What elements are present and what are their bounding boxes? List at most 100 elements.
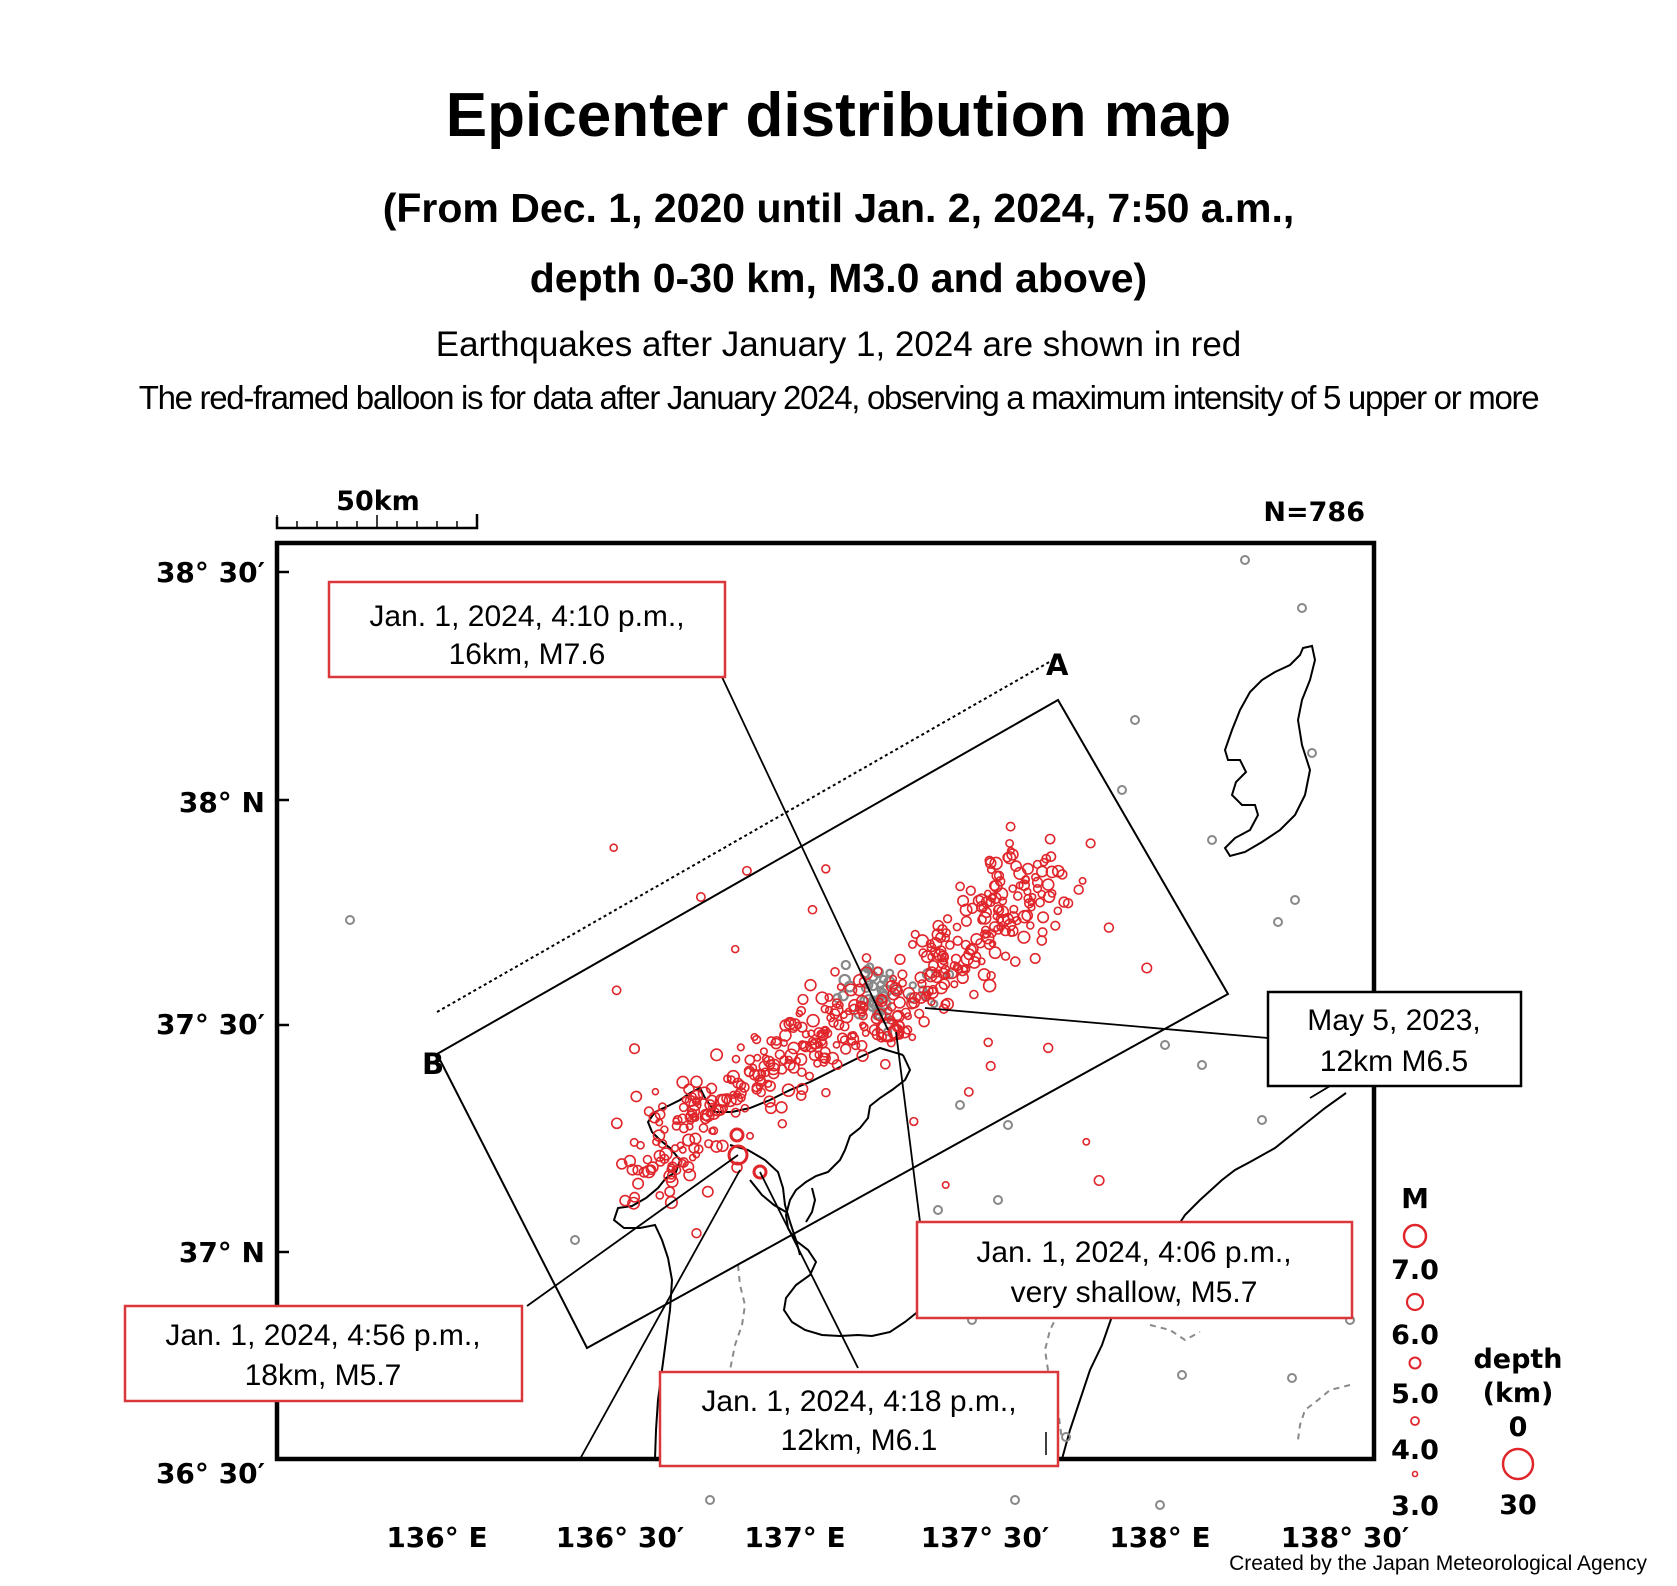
recent-epicenter [848, 1003, 861, 1015]
recent-epicenter [691, 1227, 702, 1239]
older-epicenter [885, 968, 895, 978]
lon-label: 138° E [1109, 1521, 1210, 1554]
recent-epicenter [806, 1013, 820, 1028]
recent-epicenter [735, 1080, 747, 1091]
recent-epicenter [876, 1031, 887, 1043]
recent-epicenter [1021, 862, 1034, 875]
recent-epicenter [918, 948, 928, 958]
older-epicenter [955, 1100, 965, 1110]
older-epicenter [1003, 1120, 1013, 1130]
recent-epicenter [750, 1032, 759, 1042]
recent-epicenter [807, 904, 818, 915]
recent-epicenter [777, 1118, 788, 1129]
recent-epicenter [852, 983, 866, 997]
callout-line: Jan. 1, 2024, 4:56 p.m., [165, 1319, 480, 1352]
recent-epicenter [781, 1083, 796, 1097]
recent-epicenter [1045, 851, 1057, 862]
recent-epicenter [1093, 1174, 1105, 1187]
recent-epicenter [736, 1043, 745, 1052]
section-label-a: A [1046, 648, 1069, 682]
recent-epicenter [984, 855, 995, 866]
lon-label: 136° 30′ [556, 1521, 685, 1554]
recent-epicenter [1026, 921, 1035, 930]
recent-epicenter [763, 1095, 776, 1108]
recent-epicenter [610, 1117, 623, 1130]
recent-epicenter [952, 962, 962, 972]
recent-epicenter [840, 1043, 852, 1055]
callout-line: May 5, 2023, [1307, 1004, 1480, 1037]
recent-epicenter [941, 928, 951, 938]
recent-epicenter [1037, 911, 1050, 924]
recent-epicenter [648, 1111, 661, 1124]
recent-epicenter [643, 1106, 655, 1117]
recent-epicenter [1009, 956, 1021, 967]
recent-epicenter [835, 1001, 844, 1010]
source-credit: Created by the Japan Meteorological Agen… [1229, 1552, 1647, 1575]
older-epicenter [1117, 785, 1127, 795]
lon-label: 138° 30′ [1281, 1521, 1410, 1554]
recent-epicenter [840, 1010, 854, 1024]
recent-epicenter [1012, 915, 1022, 926]
latitude-labels: 38° 30′ 38° N 37° 30′ 37° N 36° 30′ [156, 556, 265, 1490]
recent-epicenter [678, 1102, 689, 1113]
callout-line: 18km, M5.7 [245, 1359, 402, 1392]
recent-epicenter [795, 1090, 807, 1101]
recent-epicenter [1006, 848, 1019, 861]
recent-epicenter [922, 985, 934, 997]
recent-epicenter [788, 1023, 798, 1034]
legend-depth-title: depth [1473, 1344, 1562, 1375]
recent-epicenter [664, 1186, 676, 1198]
recent-epicenter [788, 1018, 802, 1032]
recent-epicenter [716, 1139, 729, 1153]
legend-magnitude-label: 6.0 [1391, 1320, 1439, 1351]
recent-epicenter [692, 1096, 701, 1105]
callout-m65-2023: May 5, 2023, 12km M6.5 [1266, 990, 1523, 1088]
recent-epicenter [931, 928, 945, 941]
older-epicenter [1290, 895, 1300, 905]
recent-epicenter [664, 1195, 678, 1210]
recent-epicenter [1031, 872, 1040, 882]
recent-epicenter [983, 889, 992, 898]
recent-epicenter [942, 914, 953, 924]
recent-epicenter [632, 1177, 645, 1190]
older-epicenter [868, 981, 879, 992]
recent-epicenter [1032, 859, 1043, 870]
recent-epicenter [1047, 889, 1057, 898]
recent-epicenter [1058, 896, 1070, 908]
lon-label: 136° E [386, 1521, 487, 1554]
older-epicenter [1307, 748, 1317, 758]
legend-depth-label: 0 [1509, 1412, 1528, 1443]
recent-epicenter [821, 864, 831, 874]
recent-epicenter [965, 944, 977, 956]
recent-epicenter [1082, 1137, 1091, 1146]
lat-label: 36° 30′ [156, 1457, 265, 1490]
recent-epicenter [740, 1103, 750, 1113]
recent-epicenter [821, 1087, 831, 1098]
older-epicenter [1155, 1500, 1165, 1510]
recent-epicenter [698, 1123, 709, 1133]
recent-epicenter [914, 1008, 925, 1019]
recent-epicenter [858, 1011, 868, 1021]
recent-epicenter [988, 921, 1001, 933]
recent-epicenter [651, 1087, 660, 1096]
longitude-labels: 136° E 136° 30′ 137° E 137° 30′ 138° E 1… [386, 1521, 1409, 1554]
recent-epicenter [832, 1041, 841, 1049]
recent-epicenters [609, 821, 1153, 1239]
older-epicenter [1273, 917, 1283, 927]
recent-epicenter [609, 843, 618, 852]
recent-epicenter [809, 1037, 822, 1050]
callout-line: Jan. 1, 2024, 4:10 p.m., [369, 600, 684, 633]
recent-epicenter [861, 1029, 870, 1037]
recent-epicenter [1017, 930, 1031, 944]
recent-epicenter [708, 1127, 717, 1135]
recent-epicenter [932, 919, 945, 932]
callout-line: 12km M6.5 [1320, 1045, 1468, 1078]
recent-epicenter [927, 997, 936, 1007]
recent-epicenter [684, 1095, 697, 1108]
callout-m57-shallow: Jan. 1, 2024, 4:06 p.m., very shallow, M… [915, 1220, 1354, 1320]
recent-epicenter [879, 1058, 891, 1070]
recent-epicenter [991, 870, 1003, 882]
recent-epicenter [1029, 952, 1041, 964]
recent-epicenter [642, 1154, 653, 1165]
recent-epicenter [989, 891, 1002, 905]
